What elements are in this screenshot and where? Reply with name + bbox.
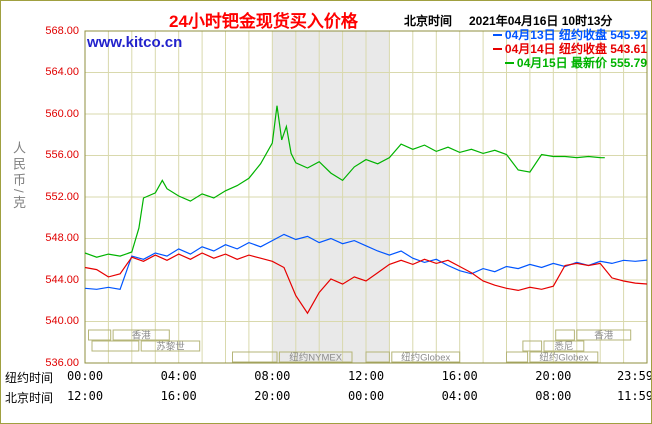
x-axis-tick: 04:00 bbox=[160, 369, 197, 383]
legend-item-label: 04月13日 纽约收盘 545.92 bbox=[504, 28, 647, 42]
y-axis-tick: 544.00 bbox=[45, 273, 79, 286]
plot-border bbox=[84, 30, 648, 364]
legend-item-label: 04月14日 纽约收盘 543.61 bbox=[504, 42, 647, 56]
x-axis-row-label: 纽约时间 bbox=[5, 371, 54, 385]
y-axis-tick: 548.00 bbox=[45, 232, 79, 244]
y-axis-tick: 556.00 bbox=[45, 149, 79, 161]
y-axis-tick: 540.00 bbox=[45, 315, 79, 327]
session-box bbox=[522, 340, 543, 352]
session-label: 悉尼 bbox=[554, 341, 573, 353]
session-label: 纽约Globex bbox=[401, 352, 450, 364]
x-axis-row-label: 北京时间 bbox=[5, 391, 54, 405]
kitco-watermark-link[interactable]: www.kitco.cn bbox=[87, 34, 183, 51]
x-axis-tick: 12:00 bbox=[347, 369, 385, 383]
page-title: 24小时钯金现货买入价格 bbox=[169, 12, 358, 31]
session-label: 纽约Globex bbox=[539, 352, 588, 364]
x-axis-tick: 12:00 bbox=[66, 389, 104, 403]
session-box bbox=[555, 329, 575, 341]
beijing-time-value: 2021年04月16日 10时13分 bbox=[469, 14, 613, 28]
x-axis-tick: 00:00 bbox=[347, 389, 385, 403]
x-axis-tick: 20:00 bbox=[254, 389, 291, 403]
session-label: 纽约NYMEX bbox=[289, 352, 342, 364]
x-axis-tick: 08:00 bbox=[535, 389, 572, 403]
series-line-04月15日 bbox=[84, 105, 605, 258]
legend-item: 04月14日 纽约收盘 543.61 bbox=[492, 42, 647, 56]
x-axis-tick: 16:00 bbox=[441, 369, 478, 383]
y-axis-tick: 568.00 bbox=[45, 24, 79, 37]
x-axis-tick: 04:00 bbox=[441, 389, 478, 403]
session-label: 苏黎世 bbox=[156, 341, 185, 353]
session-box bbox=[506, 351, 529, 363]
y-axis-unit-label: 人民币/克 bbox=[11, 141, 26, 212]
legend-line-swatch bbox=[492, 47, 502, 50]
y-axis-tick: 564.00 bbox=[45, 66, 79, 78]
x-axis-tick: 08:00 bbox=[254, 369, 291, 383]
beijing-time-label: 北京时间 bbox=[404, 14, 453, 28]
legend-line-swatch bbox=[504, 61, 514, 64]
session-box bbox=[529, 351, 599, 363]
legend-item: 04月13日 纽约收盘 545.92 bbox=[492, 28, 647, 42]
session-box bbox=[278, 351, 353, 363]
series-line-04月14日 bbox=[84, 252, 648, 315]
session-box bbox=[576, 329, 632, 341]
x-axis-tick: 20:00 bbox=[535, 369, 572, 383]
session-box bbox=[391, 351, 461, 363]
session-box bbox=[88, 329, 112, 341]
y-axis-tick: 552.00 bbox=[45, 190, 79, 203]
x-axis-tick: 11:59 bbox=[616, 389, 652, 403]
legend: 04月13日 纽约收盘 545.92 04月14日 纽约收盘 543.61 04月1… bbox=[492, 28, 647, 70]
session-box bbox=[140, 340, 201, 352]
x-axis-tick: 23:59 bbox=[616, 369, 652, 383]
legend-item: 04月15日 最新价 555.79 bbox=[504, 56, 647, 70]
session-box bbox=[365, 351, 390, 363]
session-box bbox=[91, 340, 140, 352]
legend-item-label: 04月15日 最新价 555.79 bbox=[516, 56, 647, 70]
series-line-04月13日 bbox=[84, 233, 648, 290]
y-axis-tick: 536.00 bbox=[45, 356, 79, 369]
y-axis-tick: 560.00 bbox=[45, 107, 79, 120]
legend-line-swatch bbox=[492, 33, 502, 36]
x-axis-tick: 16:00 bbox=[160, 389, 197, 403]
session-box bbox=[543, 340, 585, 352]
session-box bbox=[112, 329, 170, 341]
session-box bbox=[232, 351, 278, 363]
session-label: 香港 bbox=[132, 330, 152, 342]
session-label: 香港 bbox=[594, 330, 614, 342]
x-axis-tick: 00:00 bbox=[66, 369, 104, 383]
